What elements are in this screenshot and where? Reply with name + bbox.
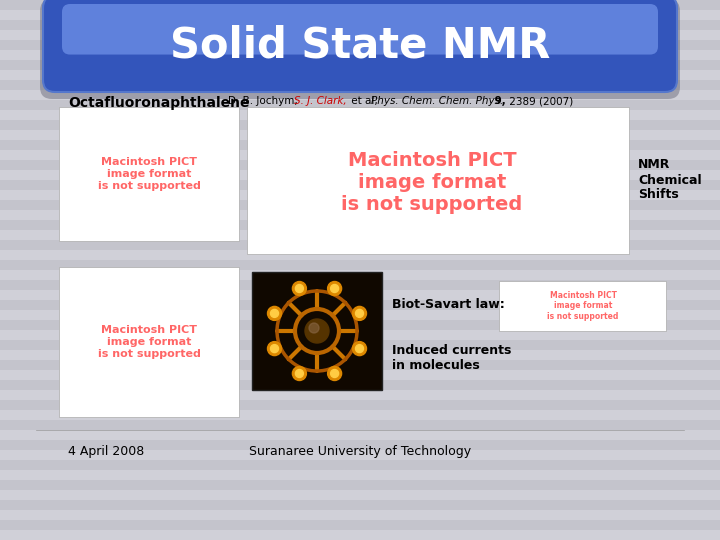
Circle shape [356,309,364,318]
Bar [0,80,720,90]
Bar [0,0,720,10]
Text: Macintosh PICT
image format
is not supported: Macintosh PICT image format is not suppo… [98,157,200,191]
Circle shape [353,306,366,320]
Bar [0,440,720,450]
Bar [0,480,720,490]
Bar [0,300,720,310]
Circle shape [292,281,307,295]
Bar [0,160,720,170]
Bar [0,120,720,130]
Bar [0,320,720,330]
FancyBboxPatch shape [59,107,239,241]
Circle shape [268,342,282,356]
Circle shape [328,367,341,381]
FancyBboxPatch shape [62,4,658,55]
Circle shape [295,285,303,293]
Text: Macintosh PICT
image format
is not supported: Macintosh PICT image format is not suppo… [547,291,618,321]
Bar [0,420,720,430]
Bar [0,220,720,230]
Circle shape [305,319,329,343]
Text: Biot-Savart law:: Biot-Savart law: [392,299,505,312]
Text: Suranaree University of Technology: Suranaree University of Technology [249,445,471,458]
Bar [0,180,720,190]
Circle shape [268,306,282,320]
Bar [0,360,720,370]
Bar [0,280,720,290]
Circle shape [271,345,279,353]
Circle shape [292,367,307,381]
Bar [0,260,720,270]
Circle shape [330,369,338,377]
FancyBboxPatch shape [43,0,677,92]
Bar [0,20,720,30]
FancyBboxPatch shape [499,281,666,331]
Bar [0,60,720,70]
Text: Solid State NMR: Solid State NMR [170,25,550,67]
Text: Macintosh PICT
image format
is not supported: Macintosh PICT image format is not suppo… [341,151,523,213]
FancyBboxPatch shape [40,0,680,99]
FancyBboxPatch shape [247,107,629,254]
Text: Octafluoronaphthalene: Octafluoronaphthalene [68,96,250,110]
Text: NMR
Chemical
Shifts: NMR Chemical Shifts [638,159,701,201]
Bar [0,100,720,110]
Bar [0,340,720,350]
Circle shape [309,323,319,333]
Bar [0,500,720,510]
Circle shape [328,281,341,295]
Circle shape [295,369,303,377]
Text: et al,: et al, [348,96,381,106]
Bar [0,380,720,390]
Bar [0,240,720,250]
Bar [0,200,720,210]
Text: Phys. Chem. Chem. Phys.: Phys. Chem. Chem. Phys. [371,96,503,106]
FancyBboxPatch shape [59,267,239,417]
Bar [0,520,720,530]
Text: 2389 (2007): 2389 (2007) [506,96,573,106]
Bar [0,400,720,410]
Bar [0,40,720,50]
Bar [0,140,720,150]
Text: Macintosh PICT
image format
is not supported: Macintosh PICT image format is not suppo… [98,326,200,359]
Text: S. J. Clark,: S. J. Clark, [294,96,346,106]
Circle shape [330,285,338,293]
FancyBboxPatch shape [252,272,382,390]
Circle shape [353,342,366,356]
Text: 9,: 9, [491,96,505,106]
Circle shape [356,345,364,353]
Circle shape [271,309,279,318]
Bar [0,460,720,470]
Text: 4 April 2008: 4 April 2008 [68,445,144,458]
Text: Induced currents
in molecules: Induced currents in molecules [392,344,511,372]
Text: D. B. Jochym,: D. B. Jochym, [228,96,301,106]
